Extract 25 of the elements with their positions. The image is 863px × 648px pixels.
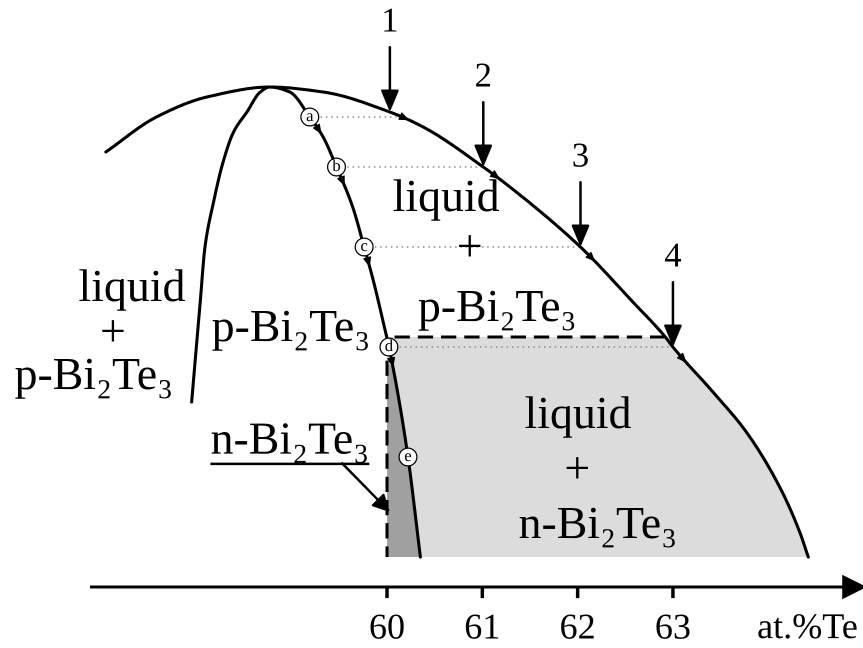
annotation: 2 xyxy=(476,63,490,86)
annotation: p-Bi₂Te₃ xyxy=(15,358,171,399)
annotation: n-Bi₂Te₃ xyxy=(520,508,675,548)
annotation: + xyxy=(102,320,124,342)
annotation: n-Bi₂Te₃ xyxy=(212,423,367,464)
annotation: liquid xyxy=(525,396,631,438)
annotation: 1 xyxy=(384,8,396,32)
annotation: 3 xyxy=(573,143,588,167)
annotation: liquid xyxy=(79,269,185,311)
annotation: p-Bi₂Te₃ xyxy=(212,310,368,351)
annotation: liquid xyxy=(394,179,500,221)
annotation: e xyxy=(404,453,412,462)
annotation: p-Bi₂Te₃ xyxy=(418,290,574,331)
x-tick-label: 61 xyxy=(466,614,498,639)
x-tick-label: 62 xyxy=(561,614,594,639)
annotation: c xyxy=(361,243,368,252)
x-tick-label: 60 xyxy=(370,614,404,639)
x-axis-title: at.%Te xyxy=(758,614,857,639)
annotation: a xyxy=(306,113,314,122)
x-tick-label: 63 xyxy=(656,614,690,639)
annotation: b xyxy=(332,159,340,172)
annotation: + xyxy=(459,235,480,257)
annotation: 4 xyxy=(664,244,682,266)
annotation: + xyxy=(566,457,588,479)
annotation: d xyxy=(385,339,393,352)
